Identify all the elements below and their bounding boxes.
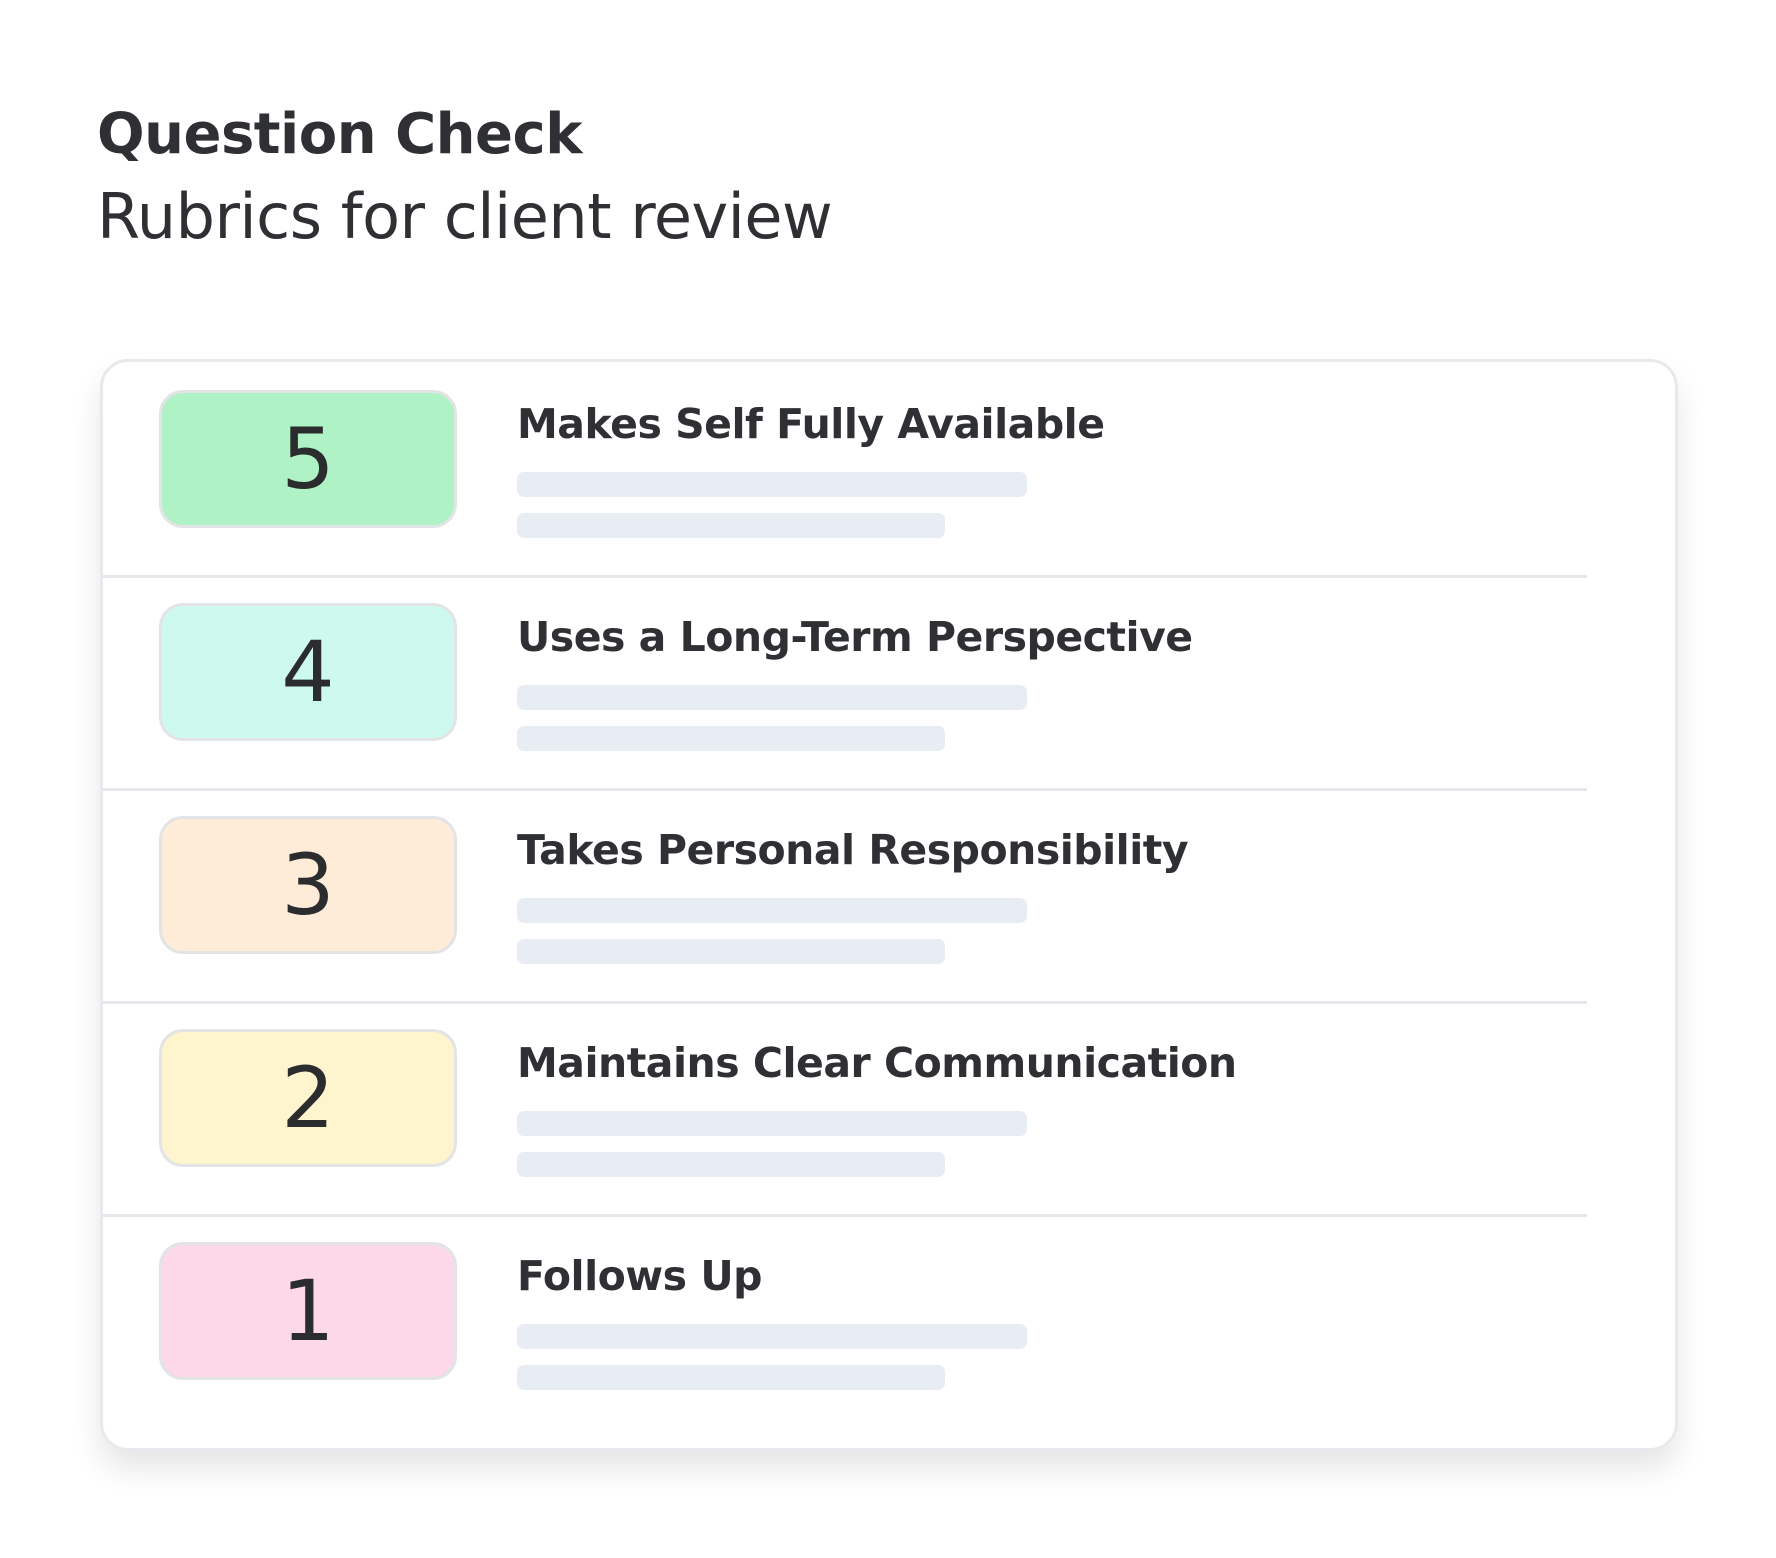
- placeholder-line: [517, 1324, 1027, 1349]
- placeholder-line: [517, 1152, 945, 1177]
- score-badge: 3: [159, 816, 457, 954]
- placeholder-line: [517, 513, 945, 538]
- rubric-label: Takes Personal Responsibility: [517, 826, 1189, 874]
- placeholder-line: [517, 726, 945, 751]
- placeholder-line: [517, 472, 1027, 497]
- rubric-row: 3 Takes Personal Responsibility: [103, 788, 1587, 1004]
- placeholder-line: [517, 1365, 945, 1390]
- placeholder-line: [517, 939, 945, 964]
- title: Question Check: [97, 102, 582, 167]
- placeholder-line: [517, 685, 1027, 710]
- rubric-row: 4 Uses a Long-Term Perspective: [103, 575, 1587, 791]
- rubric-label: Maintains Clear Communication: [517, 1039, 1237, 1087]
- rubric-label: Uses a Long-Term Perspective: [517, 613, 1193, 661]
- subtitle: Rubrics for client review: [97, 180, 833, 253]
- score-badge: 1: [159, 1242, 457, 1380]
- placeholder-line: [517, 898, 1027, 923]
- rubric-row: 5 Makes Self Fully Available: [103, 362, 1587, 578]
- placeholder-line: [517, 1111, 1027, 1136]
- rubric-label: Follows Up: [517, 1252, 762, 1300]
- rubric-row: 2 Maintains Clear Communication: [103, 1001, 1587, 1217]
- rubric-card: 5 Makes Self Fully Available 4 Uses a Long-…: [100, 359, 1678, 1451]
- score-badge: 2: [159, 1029, 457, 1167]
- score-badge: 5: [159, 390, 457, 528]
- rubric-label: Makes Self Fully Available: [517, 400, 1105, 448]
- rubric-row: 1 Follows Up: [103, 1214, 1587, 1427]
- score-badge: 4: [159, 603, 457, 741]
